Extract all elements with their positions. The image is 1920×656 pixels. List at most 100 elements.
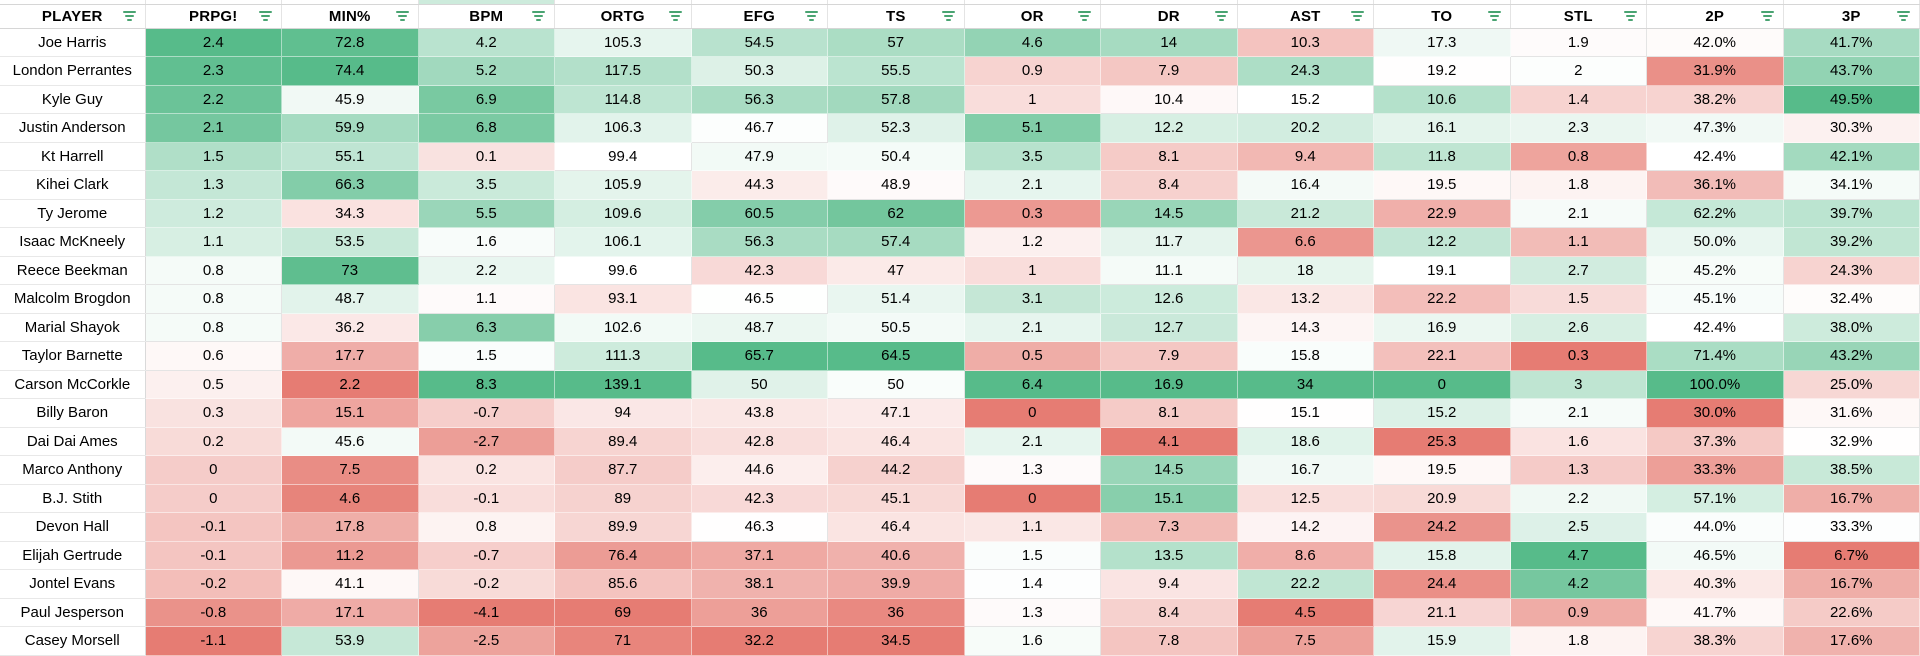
player-cell[interactable]: Ty Jerome	[0, 199, 146, 228]
stat-cell[interactable]: 65.7	[691, 341, 828, 371]
stat-cell[interactable]: 32.4%	[1783, 284, 1920, 314]
filter-icon[interactable]	[1624, 11, 1637, 21]
player-cell[interactable]: Devon Hall	[0, 512, 146, 542]
stat-cell[interactable]: 1.1	[1510, 227, 1647, 257]
stat-cell[interactable]: 36.1%	[1646, 170, 1784, 200]
stat-cell[interactable]: 105.9	[554, 170, 692, 200]
stat-cell[interactable]: 1.4	[1510, 85, 1647, 114]
filter-icon[interactable]	[122, 11, 136, 21]
stat-cell[interactable]: 16.9	[1373, 313, 1511, 342]
stat-cell[interactable]: 15.1	[1100, 484, 1238, 513]
stat-cell[interactable]: 1.2	[145, 199, 282, 228]
stat-cell[interactable]: 41.7%	[1646, 598, 1784, 627]
stat-cell[interactable]: 31.9%	[1646, 56, 1784, 86]
stat-cell[interactable]: 7.5	[1237, 626, 1374, 656]
stat-cell[interactable]: 18	[1237, 256, 1374, 285]
stat-cell[interactable]: 36.2	[281, 313, 419, 342]
stat-cell[interactable]: 73	[281, 256, 419, 285]
player-cell[interactable]: Reece Beekman	[0, 256, 146, 285]
stat-cell[interactable]: 45.1	[827, 484, 965, 513]
column-header-efg[interactable]: EFG	[691, 4, 828, 29]
player-cell[interactable]: Casey Morsell	[0, 626, 146, 656]
stat-cell[interactable]: 99.4	[554, 142, 692, 171]
stat-cell[interactable]: 2	[1510, 56, 1647, 86]
stat-cell[interactable]: 4.2	[1510, 569, 1647, 599]
stat-cell[interactable]: 17.3	[1373, 28, 1511, 57]
stat-cell[interactable]: 0.8	[1510, 142, 1647, 171]
stat-cell[interactable]: 4.5	[1237, 598, 1374, 627]
filter-icon[interactable]	[1897, 11, 1910, 21]
stat-cell[interactable]: 40.6	[827, 541, 965, 570]
stat-cell[interactable]: 13.5	[1100, 541, 1238, 570]
stat-cell[interactable]: 50.5	[827, 313, 965, 342]
stat-cell[interactable]: 21.2	[1237, 199, 1374, 228]
stat-cell[interactable]: 22.9	[1373, 199, 1511, 228]
stat-cell[interactable]: -0.7	[418, 541, 555, 570]
stat-cell[interactable]: -0.7	[418, 398, 555, 428]
stat-cell[interactable]: 16.1	[1373, 113, 1511, 143]
column-header-3p[interactable]: 3P	[1783, 4, 1920, 29]
stat-cell[interactable]: 55.1	[281, 142, 419, 171]
stat-cell[interactable]: 12.2	[1100, 113, 1238, 143]
stat-cell[interactable]: 2.1	[964, 313, 1101, 342]
stat-cell[interactable]: 42.3	[691, 256, 828, 285]
column-header-ast[interactable]: AST	[1237, 4, 1374, 29]
stat-cell[interactable]: 5.1	[964, 113, 1101, 143]
stat-cell[interactable]: 1.5	[145, 142, 282, 171]
stat-cell[interactable]: 2.1	[1510, 398, 1647, 428]
column-header-player[interactable]: PLAYER	[0, 4, 146, 29]
stat-cell[interactable]: 43.7%	[1783, 56, 1920, 86]
stat-cell[interactable]: 39.9	[827, 569, 965, 599]
stat-cell[interactable]: 1.5	[1510, 284, 1647, 314]
stat-cell[interactable]: 2.7	[1510, 256, 1647, 285]
stat-cell[interactable]: 0	[964, 484, 1101, 513]
stat-cell[interactable]: 14.3	[1237, 313, 1374, 342]
stat-cell[interactable]: 15.2	[1373, 398, 1511, 428]
stat-cell[interactable]: 7.3	[1100, 512, 1238, 542]
stat-cell[interactable]: 45.1%	[1646, 284, 1784, 314]
stat-cell[interactable]: 8.6	[1237, 541, 1374, 570]
stat-cell[interactable]: 105.3	[554, 28, 692, 57]
stat-cell[interactable]: 111.3	[554, 341, 692, 371]
stat-cell[interactable]: 42.3	[691, 484, 828, 513]
stat-cell[interactable]: 17.1	[281, 598, 419, 627]
stat-cell[interactable]: 19.1	[1373, 256, 1511, 285]
stat-cell[interactable]: 0.8	[145, 284, 282, 314]
stat-cell[interactable]: 0.8	[145, 313, 282, 342]
stat-cell[interactable]: 45.9	[281, 85, 419, 114]
stat-cell[interactable]: 0.3	[1510, 341, 1647, 371]
stat-cell[interactable]: 19.5	[1373, 455, 1511, 485]
stat-cell[interactable]: 10.6	[1373, 85, 1511, 114]
stat-cell[interactable]: 117.5	[554, 56, 692, 86]
filter-icon[interactable]	[1214, 11, 1228, 21]
stat-cell[interactable]: 62	[827, 199, 965, 228]
filter-icon[interactable]	[1351, 11, 1364, 21]
stat-cell[interactable]: 14.2	[1237, 512, 1374, 542]
stat-cell[interactable]: 30.3%	[1783, 113, 1920, 143]
stat-cell[interactable]: 40.3%	[1646, 569, 1784, 599]
stat-cell[interactable]: 6.6	[1237, 227, 1374, 257]
filter-icon[interactable]	[395, 11, 409, 21]
player-cell[interactable]: Dai Dai Ames	[0, 427, 146, 456]
stat-cell[interactable]: 0.2	[418, 455, 555, 485]
stat-cell[interactable]: 64.5	[827, 341, 965, 371]
stat-cell[interactable]: 1	[964, 256, 1101, 285]
stat-cell[interactable]: 51.4	[827, 284, 965, 314]
stat-cell[interactable]: 19.5	[1373, 170, 1511, 200]
stat-cell[interactable]: 11.7	[1100, 227, 1238, 257]
stat-cell[interactable]: 31.6%	[1783, 398, 1920, 428]
stat-cell[interactable]: 100.0%	[1646, 370, 1784, 399]
filter-icon[interactable]	[1078, 11, 1091, 21]
column-header-or[interactable]: OR	[964, 4, 1101, 29]
stat-cell[interactable]: 16.7%	[1783, 569, 1920, 599]
stat-cell[interactable]: -0.1	[418, 484, 555, 513]
stat-cell[interactable]: 14.5	[1100, 455, 1238, 485]
stat-cell[interactable]: 1.1	[418, 284, 555, 314]
stat-cell[interactable]: 6.4	[964, 370, 1101, 399]
stat-cell[interactable]: 46.5%	[1646, 541, 1784, 570]
stat-cell[interactable]: 16.7%	[1783, 484, 1920, 513]
stat-cell[interactable]: 11.2	[281, 541, 419, 570]
stat-cell[interactable]: 48.7	[281, 284, 419, 314]
stat-cell[interactable]: 36	[691, 598, 828, 627]
stat-cell[interactable]: 1.8	[1510, 170, 1647, 200]
